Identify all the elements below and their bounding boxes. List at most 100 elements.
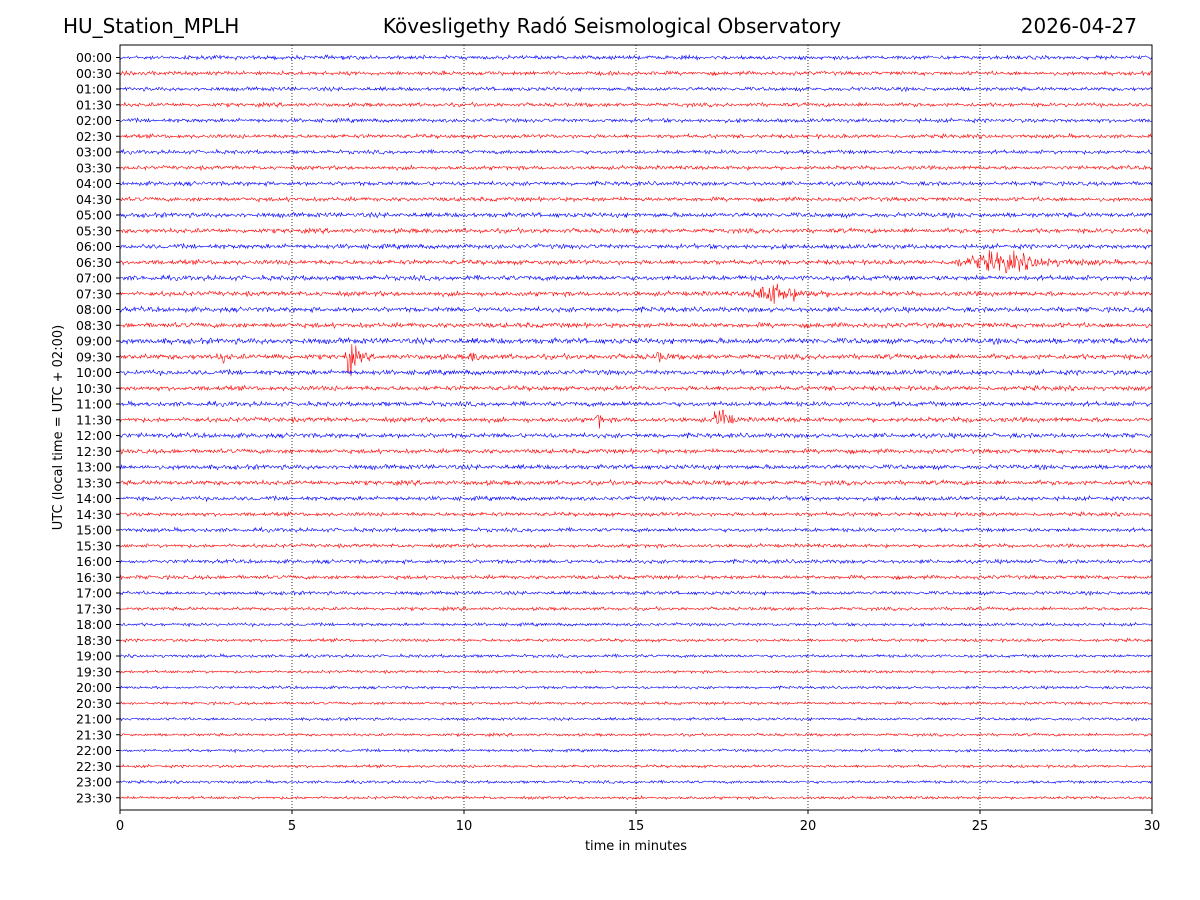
y-tick-label: 20:00 [76,680,112,695]
trace-1830 [119,637,1153,644]
trace-2130 [119,732,1153,738]
record-date: 2026-04-27 [1020,14,1137,38]
trace-1100 [119,400,1153,408]
y-tick-label: 07:00 [76,271,112,286]
y-tick-label: 05:30 [76,223,112,238]
y-tick-label: 07:30 [76,286,112,301]
x-tick-label: 10 [456,819,473,834]
trace-1500 [119,526,1153,534]
plot-frame [119,44,1153,811]
y-tick-label: 12:30 [76,444,112,459]
trace-2000 [119,685,1153,691]
y-tick-label: 00:00 [76,50,112,65]
trace-1230 [119,447,1153,455]
y-tick-label: 01:30 [76,97,112,112]
y-tick-label: 19:00 [76,649,112,664]
y-tick-label: 04:30 [76,192,112,207]
y-tick-label: 11:30 [76,412,112,427]
trace-0530 [119,226,1153,235]
y-axis-label: UTC (local time = UTC + 02:00) [51,325,66,530]
y-tick-label: 15:00 [76,523,112,538]
trace-2230 [119,763,1153,769]
trace-1200 [119,431,1153,440]
trace-1600 [119,558,1153,566]
x-tick-label: 5 [288,819,296,834]
y-tick-label: 10:00 [76,365,112,380]
y-tick-label: 08:00 [76,302,112,317]
trace-1900 [119,653,1153,659]
trace-0200 [119,117,1153,124]
trace-2300 [119,779,1153,785]
y-tick-label: 08:30 [76,318,112,333]
y-tick-label: 14:30 [76,507,112,522]
y-tick-label: 00:30 [76,66,112,81]
trace-0000 [119,54,1153,61]
trace-1030 [119,384,1153,392]
x-tick-label: 25 [972,819,989,834]
y-tick-label: 23:30 [76,790,112,805]
trace-0400 [119,180,1153,188]
trace-1430 [119,510,1153,518]
trace-0130 [119,101,1153,109]
trace-2100 [119,716,1153,722]
y-tick-label: 04:00 [76,176,112,191]
trace-1800 [119,621,1153,628]
x-tick-label: 0 [116,819,124,834]
x-axis-label: time in minutes [585,839,687,854]
y-tick-label: 16:00 [76,554,112,569]
y-tick-label: 01:00 [76,82,112,97]
chart-title: Kövesligethy Radó Seismological Observat… [382,14,842,38]
y-tick-label: 22:00 [76,743,112,758]
trace-0030 [119,69,1153,77]
trace-0300 [119,148,1153,156]
y-tick-label: 02:00 [76,113,112,128]
y-tick-label: 23:00 [76,775,112,790]
trace-1630 [119,573,1153,581]
station-name: HU_Station_MPLH [63,14,240,38]
x-tick-label: 20 [800,819,817,834]
y-tick-label: 18:00 [76,617,112,632]
trace-0730 [119,283,1153,304]
trace-2030 [119,700,1153,706]
trace-1000 [119,368,1153,377]
y-tick-label: 02:30 [76,129,112,144]
y-tick-label: 03:30 [76,160,112,175]
y-tick-label: 17:30 [76,601,112,616]
y-tick-label: 12:00 [76,428,112,443]
trace-2200 [119,748,1153,754]
y-tick-label: 22:30 [76,759,112,774]
y-tick-label: 18:30 [76,633,112,648]
trace-1530 [119,542,1153,549]
trace-0430 [119,195,1153,203]
y-tick-label: 17:00 [76,586,112,601]
trace-0100 [119,85,1153,93]
y-tick-label: 03:00 [76,145,112,160]
y-tick-label: 13:30 [76,475,112,490]
trace-1300 [119,463,1153,471]
trace-0600 [119,242,1153,251]
trace-0330 [119,164,1153,172]
y-tick-label: 09:00 [76,334,112,349]
trace-2330 [119,795,1153,801]
trace-1730 [119,605,1153,612]
trace-0500 [119,211,1153,219]
trace-1700 [119,590,1153,597]
trace-0800 [119,305,1153,314]
trace-0230 [119,132,1153,140]
y-tick-label: 09:30 [76,349,112,364]
trace-0900 [119,336,1153,346]
x-tick-label: 30 [1144,819,1161,834]
y-tick-label: 10:30 [76,381,112,396]
y-tick-label: 20:30 [76,696,112,711]
trace-0630 [119,250,1153,274]
y-tick-label: 06:30 [76,255,112,270]
x-tick-label: 15 [628,819,645,834]
y-tick-label: 13:00 [76,460,112,475]
trace-1130 [119,409,1153,429]
trace-1400 [119,495,1153,503]
y-tick-label: 19:30 [76,664,112,679]
y-tick-label: 21:00 [76,712,112,727]
trace-0930 [119,344,1153,377]
y-tick-label: 06:00 [76,239,112,254]
